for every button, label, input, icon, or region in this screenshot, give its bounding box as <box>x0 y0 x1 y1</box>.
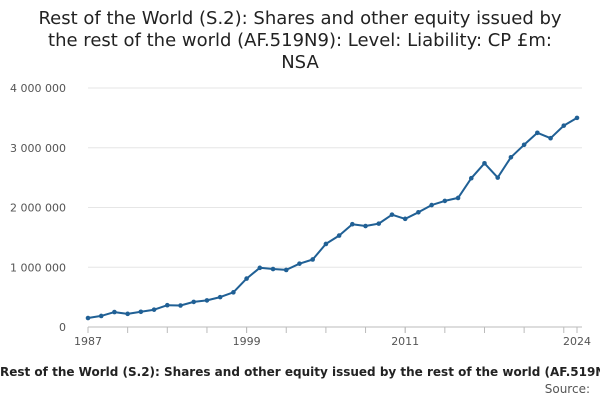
data-point <box>85 315 91 321</box>
data-point <box>574 115 580 121</box>
x-tick-label: 1999 <box>233 335 261 348</box>
data-point <box>455 195 461 201</box>
y-tick-label: 3 000 000 <box>10 142 66 155</box>
y-tick-label: 1 000 000 <box>10 261 66 274</box>
chart-title-line-3: NSA <box>281 52 319 73</box>
data-point <box>204 298 210 303</box>
x-tick-label: 2024 <box>563 335 591 348</box>
data-point <box>548 135 553 141</box>
data-point <box>138 309 144 315</box>
data-point <box>376 221 382 226</box>
data-point <box>164 302 170 308</box>
x-tick-label: 1987 <box>74 335 102 348</box>
data-point <box>270 266 276 272</box>
y-tick-label: 4 000 000 <box>10 82 66 95</box>
x-tick-label: 2011 <box>391 335 419 348</box>
data-point <box>468 175 474 181</box>
data-point <box>402 216 408 222</box>
data-point <box>389 212 395 217</box>
source-label: Source: <box>544 382 590 396</box>
data-point <box>442 198 448 204</box>
axes: 0 1 000 000 2 000 000 3 000 000 4 000 000 198… <box>10 82 591 348</box>
series-layer <box>85 115 580 321</box>
y-tick-label: 2 000 000 <box>10 202 66 215</box>
data-point <box>257 265 263 271</box>
data-point <box>231 290 236 295</box>
data-point <box>350 221 355 227</box>
data-point <box>416 209 421 215</box>
data-point <box>429 202 434 208</box>
data-point <box>297 261 302 266</box>
data-point <box>283 267 289 273</box>
data-point <box>98 313 104 319</box>
data-point <box>191 299 197 305</box>
data-point <box>561 123 567 128</box>
data-point <box>178 303 183 308</box>
data-point <box>482 160 487 166</box>
data-point <box>217 294 223 300</box>
chart-title-line-1: Rest of the World (S.2): Shares and othe… <box>38 8 562 29</box>
data-point <box>336 233 342 238</box>
data-point <box>125 311 130 317</box>
gridlines <box>88 87 582 268</box>
chart-caption: Rest of the World (S.2): Shares and othe… <box>0 365 600 379</box>
y-tick-label: 0 <box>59 321 66 334</box>
data-point <box>508 155 514 160</box>
chart-title-line-2: the rest of the world (AF.519N9): Level:… <box>48 30 552 51</box>
data-point <box>495 175 501 180</box>
data-point <box>521 142 527 148</box>
data-point <box>244 276 249 281</box>
data-point <box>310 257 315 262</box>
data-point <box>363 223 368 229</box>
data-point <box>112 309 117 315</box>
data-point <box>535 130 540 136</box>
data-point <box>323 241 329 247</box>
data-point <box>151 307 157 312</box>
